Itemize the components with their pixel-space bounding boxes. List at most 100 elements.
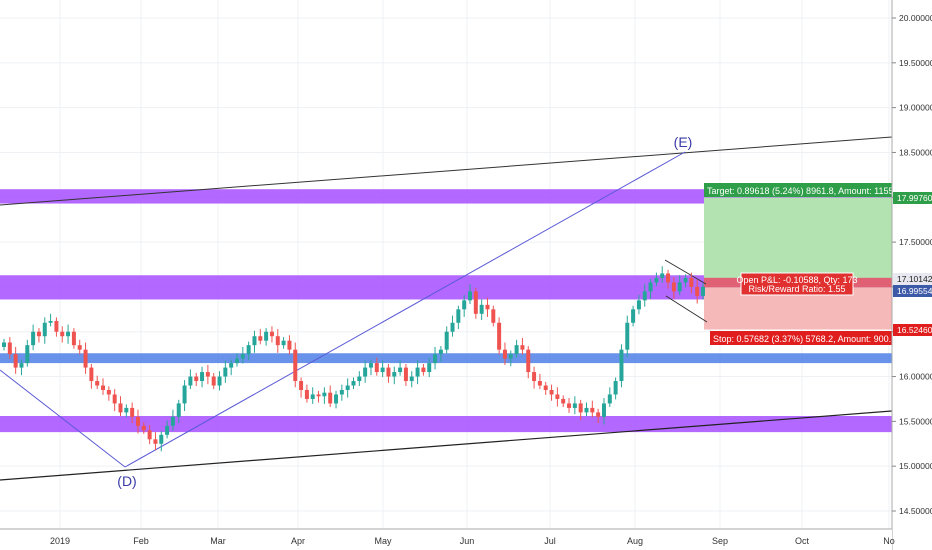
candle-body	[520, 345, 525, 350]
candle-body	[590, 407, 595, 413]
candle-body	[269, 331, 274, 337]
candle-body	[316, 394, 321, 397]
price-zone[interactable]	[0, 353, 892, 364]
candle-body	[2, 342, 6, 347]
stop-price-tag-bg	[893, 324, 932, 336]
candle-body	[357, 376, 362, 382]
rr-label[interactable]: Risk/Reward Ratio: 1.55	[748, 284, 845, 294]
candle-body	[165, 425, 170, 435]
candle-body	[660, 273, 665, 278]
wave-label-d[interactable]: (D)	[117, 473, 136, 489]
candle-body	[293, 349, 298, 382]
time-axis[interactable]	[0, 529, 892, 550]
candle-body	[135, 416, 140, 426]
candle-body	[71, 331, 76, 346]
candle-body	[601, 403, 606, 417]
x-tick-label: Aug	[627, 536, 643, 546]
long-position-tool[interactable]	[704, 197, 892, 330]
candle-body	[339, 389, 344, 395]
x-tick-label: Jun	[460, 536, 475, 546]
channel-line-top[interactable]	[664, 259, 707, 285]
candle-body	[438, 349, 443, 355]
candle-body	[485, 304, 490, 310]
stop-label[interactable]: Stop: 0.57682 (3.37%) 5768.2, Amount: 90…	[713, 334, 901, 344]
candle-body	[112, 394, 117, 404]
candle-body	[421, 367, 426, 373]
wave-label-e[interactable]: (E)	[674, 134, 693, 150]
candle-body	[380, 367, 385, 373]
candle-body	[101, 385, 106, 390]
candle-body	[508, 354, 513, 359]
candle-body	[666, 273, 671, 283]
candle-body	[170, 416, 175, 426]
candle-body	[83, 349, 88, 368]
candle-body	[619, 349, 624, 382]
candle-body	[48, 320, 53, 323]
candle-body	[258, 336, 263, 341]
candle-body	[351, 381, 356, 386]
upper-trend-line[interactable]	[0, 136, 893, 206]
candle-body	[497, 322, 502, 350]
y-tick-label: 17.50000	[899, 237, 932, 247]
candle-body	[194, 376, 199, 382]
candle-body	[549, 389, 554, 395]
candle-body	[596, 412, 601, 417]
candle-body	[13, 354, 18, 368]
candle-body	[689, 277, 694, 287]
candle-body	[537, 381, 542, 386]
x-tick-label: Sep	[712, 536, 728, 546]
trend-lines	[0, 136, 893, 481]
candle-body	[532, 372, 537, 382]
candle-body	[322, 392, 327, 397]
candle-body	[89, 367, 94, 382]
candle-body	[636, 300, 641, 310]
candle-body	[7, 342, 12, 355]
candle-body	[60, 331, 65, 337]
y-tick-label: 18.50000	[899, 147, 932, 157]
candle-body	[642, 291, 647, 301]
candle-body	[54, 320, 59, 332]
candle-body	[252, 336, 257, 346]
candle-body	[701, 286, 705, 296]
candle-body	[433, 354, 438, 364]
candle-body	[235, 358, 239, 364]
x-tick-label: Mar	[210, 536, 226, 546]
y-tick-label: 19.50000	[899, 58, 932, 68]
candle-body	[176, 403, 181, 417]
price-zone[interactable]	[0, 189, 892, 204]
candle-body	[310, 394, 315, 399]
candle-body	[106, 389, 111, 395]
candle-body	[631, 309, 636, 323]
wave-line-left[interactable]	[0, 369, 126, 468]
candle-body	[462, 300, 467, 310]
candle-body	[473, 291, 478, 314]
candle-body	[141, 425, 146, 431]
candle-body	[217, 376, 222, 386]
candle-body	[613, 381, 618, 395]
price-tags: 17.99760 17.10142 16.99554 16.52460	[893, 192, 932, 336]
candle-body	[363, 367, 368, 377]
x-tick-label: 2019	[50, 536, 70, 546]
candle-body	[281, 340, 286, 346]
pnl-label[interactable]: Open P&L: -0.10588, Qty: 173	[736, 275, 857, 285]
target-label[interactable]: Target: 0.89618 (5.24%) 8961.8, Amount: …	[707, 186, 906, 196]
candle-body	[200, 372, 205, 382]
channel-line-bottom[interactable]	[665, 295, 708, 323]
x-tick-label: Jul	[544, 536, 556, 546]
candle-body	[572, 403, 577, 408]
candle-body	[561, 398, 566, 404]
candle-body	[66, 331, 71, 337]
candle-body	[444, 331, 449, 350]
candlesticks	[2, 266, 705, 452]
candle-body	[118, 403, 123, 413]
y-tick-label: 19.00000	[899, 103, 932, 113]
price-zone[interactable]	[0, 415, 892, 433]
lower-trend-line[interactable]	[0, 410, 893, 481]
stop-label-bg	[710, 331, 892, 345]
y-tick-label: 14.50000	[899, 506, 932, 516]
candle-body	[543, 385, 548, 390]
wave-line-right[interactable]	[124, 151, 686, 468]
entry-price-tag: 16.99554	[897, 286, 932, 296]
candle-body	[409, 376, 414, 382]
